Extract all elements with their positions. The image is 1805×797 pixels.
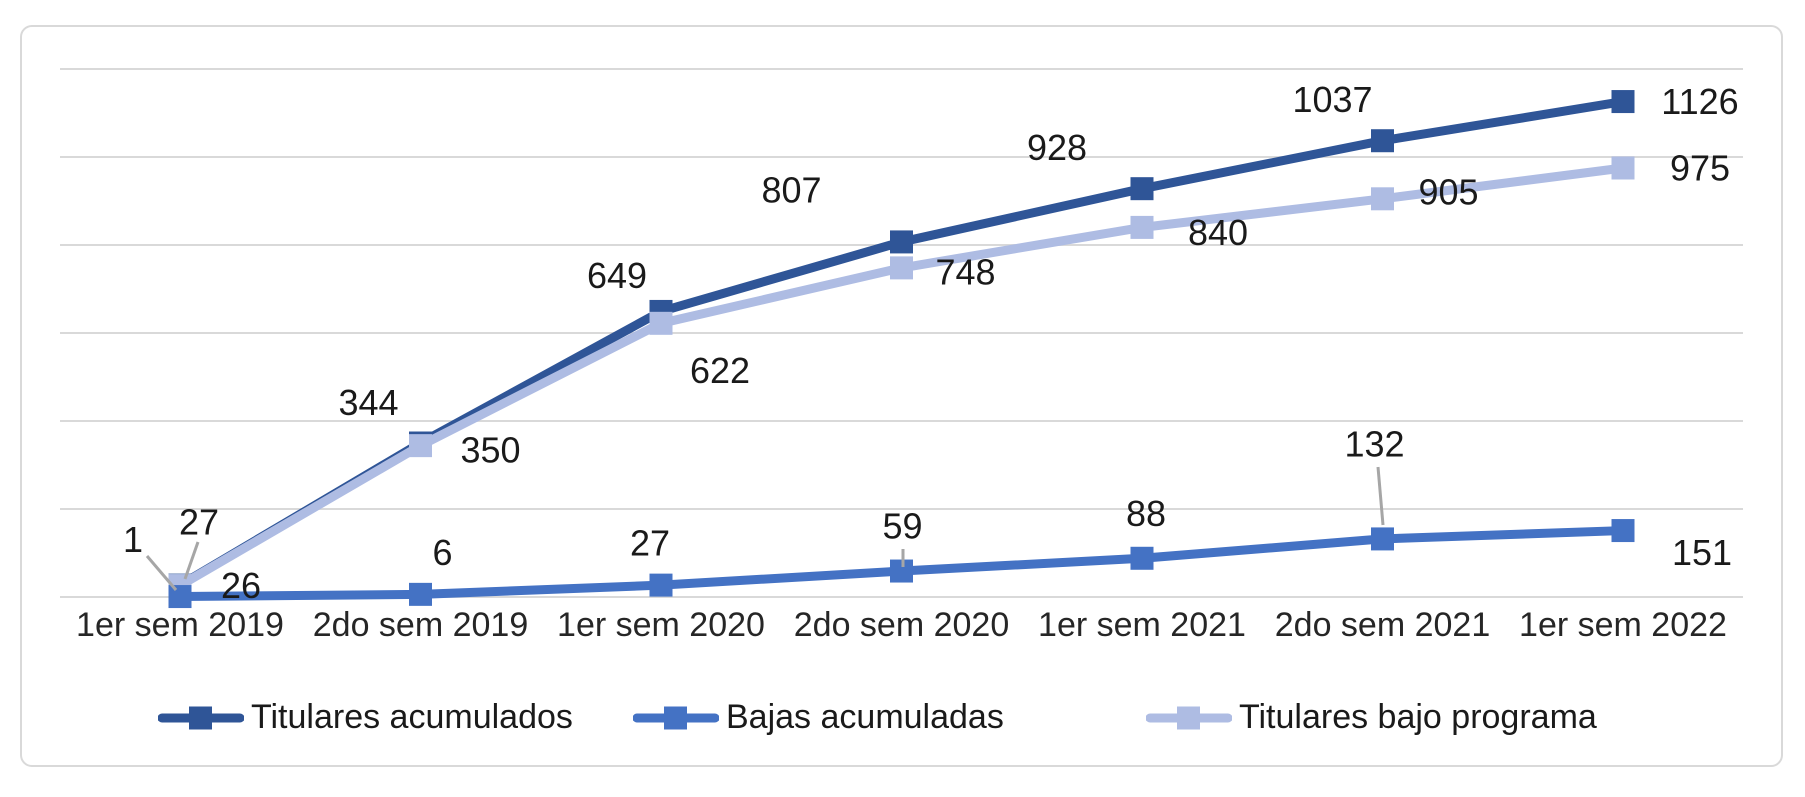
- x-axis-label: 1er sem 2020: [557, 606, 765, 644]
- data-label: 975: [1670, 148, 1730, 189]
- data-label: 27: [179, 502, 219, 543]
- legend: Titulares acumulados Bajas acumuladas Ti…: [0, 698, 1805, 742]
- data-point-marker: [649, 573, 673, 597]
- data-label: 649: [587, 255, 647, 296]
- data-point-marker: [1371, 129, 1394, 153]
- data-label: 27: [630, 523, 670, 564]
- data-point-marker: [890, 559, 913, 583]
- leader-line: [1376, 466, 1385, 526]
- data-point-marker: [1130, 177, 1154, 201]
- data-label: 905: [1418, 171, 1478, 212]
- data-label: 350: [460, 430, 520, 471]
- data-point-marker: [409, 434, 432, 458]
- data-label: 928: [1027, 127, 1087, 168]
- data-label: 1037: [1292, 79, 1372, 120]
- data-point-marker: [168, 585, 192, 609]
- data-label: 622: [690, 350, 750, 391]
- data-label: 1126: [1661, 81, 1738, 122]
- data-label: 807: [761, 169, 821, 210]
- data-label: 59: [882, 506, 922, 547]
- x-axis-label: 2do sem 2021: [1274, 606, 1491, 644]
- data-point-marker: [890, 230, 913, 254]
- data-label: 748: [935, 251, 995, 292]
- data-label: 344: [338, 382, 398, 423]
- legend-marker-icon: [633, 706, 719, 729]
- data-point-marker: [1130, 546, 1154, 570]
- leader-line: [145, 555, 178, 591]
- x-axis-label: 2do sem 2019: [312, 606, 529, 644]
- legend-item-titulares-acumulados: Titulares acumulados: [158, 698, 573, 737]
- data-point-marker: [1371, 527, 1394, 551]
- data-point-marker: [1611, 519, 1635, 543]
- x-axis-label: 1er sem 2019: [76, 606, 284, 644]
- data-label: 151: [1672, 532, 1732, 573]
- data-point-marker: [649, 311, 673, 335]
- legend-label: Bajas acumuladas: [726, 698, 1004, 736]
- legend-item-bajas-acumuladas: Bajas acumuladas: [633, 698, 1004, 737]
- data-label: 26: [221, 565, 261, 606]
- data-label: 1: [123, 519, 143, 560]
- legend-label: Titulares acumulados: [251, 698, 573, 736]
- legend-marker-icon: [158, 706, 244, 729]
- x-axis-label: 1er sem 2022: [1519, 606, 1727, 644]
- legend-label: Titulares bajo programa: [1239, 698, 1597, 736]
- data-point-marker: [890, 256, 913, 280]
- legend-item-titulares-bajo-programa: Titulares bajo programa: [1146, 698, 1597, 737]
- legend-marker-icon: [1146, 706, 1232, 729]
- data-point-marker: [409, 582, 432, 606]
- data-point-marker: [1611, 156, 1635, 180]
- data-label: 6: [432, 532, 452, 573]
- leader-line: [183, 541, 200, 580]
- data-point-marker: [1371, 187, 1394, 211]
- chart-frame: [20, 25, 1783, 767]
- data-label: 88: [1126, 493, 1166, 534]
- data-label: 132: [1344, 423, 1404, 464]
- x-axis-label: 1er sem 2021: [1038, 606, 1246, 644]
- data-point-marker: [1130, 215, 1154, 239]
- x-axis-label: 2do sem 2020: [793, 606, 1010, 644]
- data-label: 840: [1188, 212, 1248, 253]
- data-point-marker: [1611, 90, 1635, 114]
